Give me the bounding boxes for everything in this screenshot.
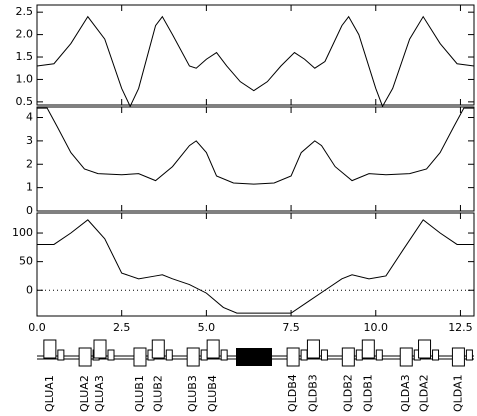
corrector	[432, 349, 440, 361]
magnet-label: QLDB1	[361, 374, 374, 412]
magnet	[93, 339, 107, 359]
corrector	[57, 349, 65, 361]
y-tick-label: 0	[26, 283, 33, 296]
y-tick-label: 2.5	[16, 5, 34, 18]
magnet	[133, 347, 147, 367]
magnet	[361, 339, 375, 359]
magnet	[306, 339, 320, 359]
magnet	[186, 347, 200, 367]
corrector	[375, 349, 383, 361]
corrector	[107, 349, 115, 361]
magnet-label: QLUA2	[78, 375, 91, 412]
magnet-label: QLUB4	[206, 375, 219, 412]
x-tick-label: 7.5	[282, 321, 300, 334]
corrector	[320, 349, 328, 361]
y-tick-label: 1	[26, 181, 33, 194]
magnet-label: QLUA1	[43, 375, 56, 412]
corrector	[200, 349, 208, 361]
magnet-label: QLDA3	[399, 374, 412, 412]
y-tick-label: 100	[12, 226, 33, 239]
y-tick-label: 0.5	[16, 95, 34, 108]
y-tick-label: 1.0	[16, 72, 34, 85]
magnet-label: QLDA2	[418, 374, 431, 412]
y-tick-label: 3	[26, 134, 33, 147]
magnet	[286, 347, 300, 367]
line	[37, 219, 474, 314]
x-tick-label: 10.0	[364, 321, 389, 334]
magnet	[151, 339, 165, 359]
y-tick-label: 2.0	[16, 28, 34, 41]
y-tick-label: 1.5	[16, 50, 34, 63]
magnet	[341, 347, 355, 367]
magnet-label: QLDB2	[341, 374, 354, 412]
magnet-label: QLUB1	[133, 375, 146, 412]
magnet	[78, 347, 92, 367]
corrector	[300, 349, 308, 361]
corrector	[220, 349, 228, 361]
y-tick-label: 50	[19, 255, 33, 268]
plot-frame	[36, 4, 475, 106]
y-tick-label: 0	[26, 204, 33, 217]
detector	[236, 348, 272, 366]
plot-frame	[36, 106, 475, 212]
x-tick-label: 5.0	[198, 321, 216, 334]
magnet-label: QLDA1	[451, 374, 464, 412]
magnet	[418, 339, 432, 359]
x-tick-label: 0.0	[28, 321, 46, 334]
magnet	[399, 347, 413, 367]
magnet-label: QLDB3	[306, 374, 319, 412]
line	[37, 107, 474, 185]
plot-frame	[36, 212, 475, 317]
magnet-label: QLUB3	[186, 375, 199, 412]
line	[36, 15, 475, 108]
x-tick-label: 12.5	[448, 321, 473, 334]
magnet	[451, 347, 465, 367]
corrector	[465, 349, 473, 361]
y-tick-label: 4	[26, 111, 33, 124]
magnet	[206, 339, 220, 359]
magnet-label: QLDB4	[286, 374, 299, 412]
magnet	[43, 339, 57, 359]
corrector	[165, 349, 173, 361]
magnet-label: QLUA3	[93, 375, 106, 412]
y-tick-label: 2	[26, 157, 33, 170]
corrector	[355, 349, 363, 361]
magnet-label: QLUB2	[151, 375, 164, 412]
x-tick-label: 2.5	[113, 321, 131, 334]
